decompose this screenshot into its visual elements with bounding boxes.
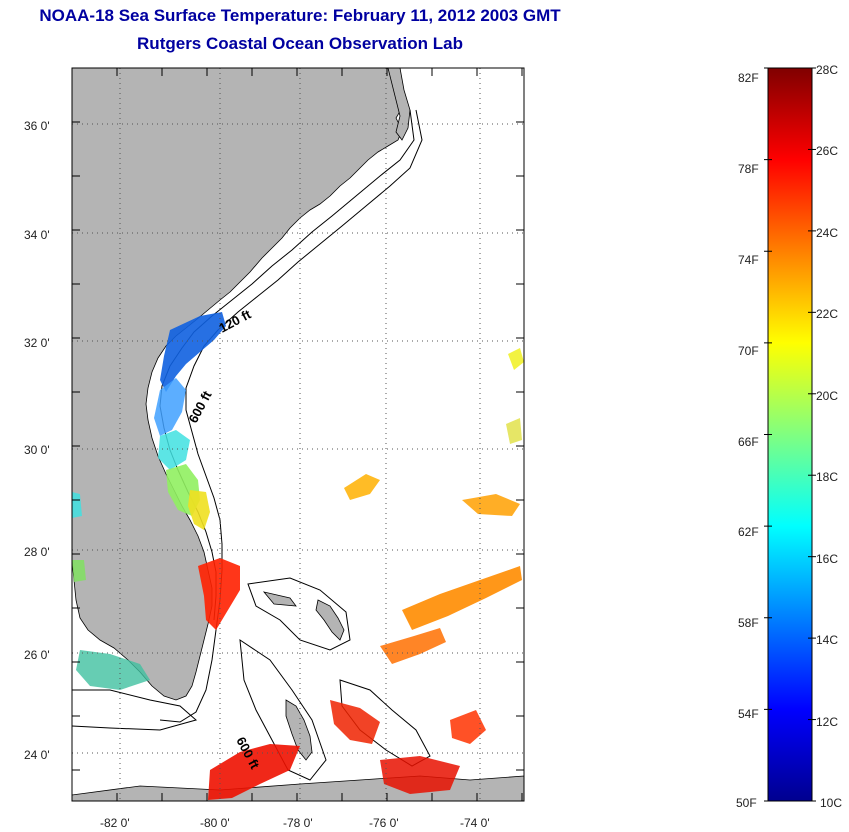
lat-label: 36 0' [24,119,50,133]
sst-patch-orange-4 [462,494,520,516]
land-mainland [72,68,403,701]
lat-label: 34 0' [24,228,50,242]
colorbar-c-label: 28C [816,63,838,77]
contour-bahamas-a [247,577,351,651]
colorbar-c-label: 24C [816,226,838,240]
lat-label: 24 0' [24,748,50,762]
sst-patch-red-east [450,710,486,744]
colorbar-c-label: 12C [816,715,838,729]
graticule [72,68,524,801]
colorbar-fahrenheit-labels: 82F 78F 74F 70F 66F 62F 58F 54F 50F [736,71,759,810]
lon-label: -80 0' [200,816,230,830]
lat-label: 32 0' [24,336,50,350]
sst-patch-orange-2 [380,628,446,664]
sst-patch-yellow-offshore-2 [506,418,522,444]
colorbar-f-label: 78F [738,162,759,176]
colorbar-f-label: 70F [738,344,759,358]
sst-patch-orange-3 [344,474,380,500]
map-frame [71,67,525,802]
colorbar-c-label: 14C [816,633,838,647]
longitude-labels: -82 0' -80 0' -78 0' -76 0' -74 0' [100,816,490,830]
colorbar-c-label: 18C [816,470,838,484]
sst-patch-yellow-offshore [508,348,524,370]
lon-label: -74 0' [460,816,490,830]
colorbar-c-label: 10C [820,796,842,810]
contour-keys [72,689,198,731]
colorbar-c-label: 26C [816,144,838,158]
colorbar-gradient [767,67,813,802]
lon-label: -76 0' [369,816,399,830]
sst-patch-red-south [208,744,300,800]
land-bahamas-small [262,591,297,607]
colorbar-f-label: 74F [738,253,759,267]
lon-label: -82 0' [100,816,130,830]
colorbar-f-label: 66F [738,435,759,449]
map-ticks [71,67,524,801]
colorbar-f-label: 50F [736,796,757,810]
lat-label: 30 0' [24,443,50,457]
land-bahamas-north [315,599,345,641]
lat-label: 26 0' [24,648,50,662]
lat-label: 28 0' [24,545,50,559]
colorbar-f-label: 58F [738,616,759,630]
colorbar-f-label: 82F [738,71,759,85]
sst-patch-lightblue [154,378,186,436]
sst-patch-red-cuba [380,756,460,794]
sst-patch-gulf-mixed [76,650,150,690]
contour-600ft [159,109,423,723]
sst-patch-gulf-green [72,560,86,582]
sst-patch-red-bahamas [330,700,380,744]
colorbar-c-label: 16C [816,552,838,566]
map-title: NOAA-18 Sea Surface Temperature: Februar… [39,6,561,25]
sst-patch-orange-1 [402,566,522,630]
colorbar-c-label: 22C [816,307,838,321]
latitude-labels: 36 0' 34 0' 32 0' 30 0' 28 0' 26 0' 24 0… [24,119,50,762]
map-subtitle: Rutgers Coastal Ocean Observation Lab [137,34,463,53]
sst-patch-gulf-cyan [72,492,82,518]
lon-label: -78 0' [283,816,313,830]
colorbar-ticks [764,67,816,802]
contour-bahamas-b [239,638,327,781]
colorbar-f-label: 62F [738,525,759,539]
land-outer-banks [387,68,411,141]
sst-patch-blue [160,312,226,392]
colorbar-celsius-labels: 28C 26C 24C 22C 20C 18C 16C 14C 12C 10C [816,63,842,810]
colorbar-c-label: 20C [816,389,838,403]
sst-patch-red-straits [198,558,240,630]
sst-patch-cyan [158,430,190,470]
colorbar-f-label: 54F [738,707,759,721]
sst-patch-yellow [188,490,210,530]
